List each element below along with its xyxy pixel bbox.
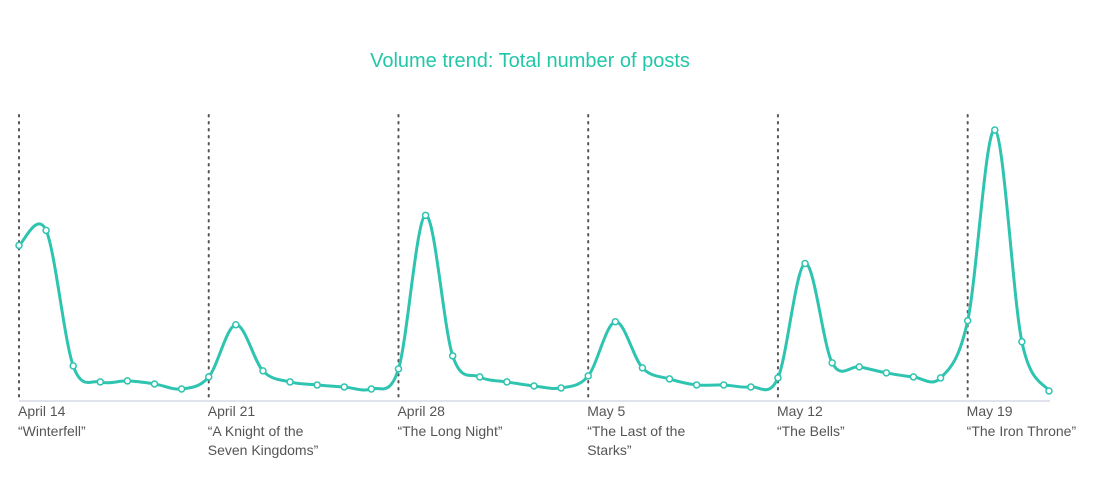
data-point bbox=[123, 377, 132, 385]
x-tick-label: May 19 bbox=[966, 403, 1013, 419]
data-point bbox=[557, 384, 565, 392]
data-point bbox=[638, 364, 647, 372]
data-point bbox=[15, 241, 23, 250]
episode-title: “Winterfell” bbox=[18, 423, 86, 439]
episode-title: “The Last of the Starks” bbox=[587, 423, 686, 458]
data-point bbox=[313, 381, 321, 389]
data-point bbox=[909, 373, 918, 381]
data-point bbox=[448, 352, 457, 360]
x-tick-label: April 28 bbox=[397, 403, 445, 419]
data-point bbox=[340, 383, 349, 391]
episode-title: “The Long Night” bbox=[397, 423, 503, 439]
data-point bbox=[665, 375, 674, 383]
data-point bbox=[963, 316, 972, 325]
data-point bbox=[801, 259, 809, 268]
data-point bbox=[286, 378, 294, 386]
episode-title: “The Bells” bbox=[776, 423, 845, 439]
x-tick-label: April 21 bbox=[207, 403, 256, 419]
episode-title: “A Knight of the Seven Kingdoms” bbox=[207, 423, 319, 458]
data-point bbox=[530, 382, 538, 390]
data-point bbox=[855, 363, 864, 371]
data-point bbox=[476, 373, 484, 381]
data-point bbox=[232, 320, 240, 329]
data-point bbox=[96, 378, 105, 386]
x-tick-label: May 12 bbox=[776, 403, 823, 419]
data-point bbox=[42, 226, 50, 235]
data-point bbox=[611, 317, 620, 326]
chart-title: Volume trend: Total number of posts bbox=[370, 50, 690, 72]
data-point bbox=[692, 381, 701, 389]
data-point bbox=[177, 385, 186, 393]
x-tick-label: April 14 bbox=[18, 403, 66, 419]
trend-line bbox=[17, 128, 1051, 392]
data-point bbox=[936, 374, 945, 382]
data-point bbox=[150, 380, 159, 388]
data-point bbox=[204, 373, 213, 381]
data-point bbox=[503, 378, 511, 386]
data-point bbox=[421, 211, 430, 220]
episode-title: “The Iron Throne” bbox=[966, 423, 1077, 439]
data-point bbox=[584, 372, 592, 380]
data-point bbox=[828, 359, 836, 367]
data-point bbox=[774, 374, 782, 382]
data-point bbox=[882, 369, 891, 377]
data-point bbox=[747, 383, 755, 391]
data-point bbox=[1018, 338, 1026, 346]
data-point bbox=[367, 385, 376, 393]
data-point bbox=[991, 126, 999, 134]
data-point bbox=[1045, 387, 1053, 395]
data-point bbox=[719, 381, 728, 389]
x-tick-label: May 5 bbox=[587, 403, 626, 419]
data-point bbox=[394, 365, 403, 373]
data-point bbox=[69, 362, 77, 370]
data-point bbox=[259, 367, 267, 375]
